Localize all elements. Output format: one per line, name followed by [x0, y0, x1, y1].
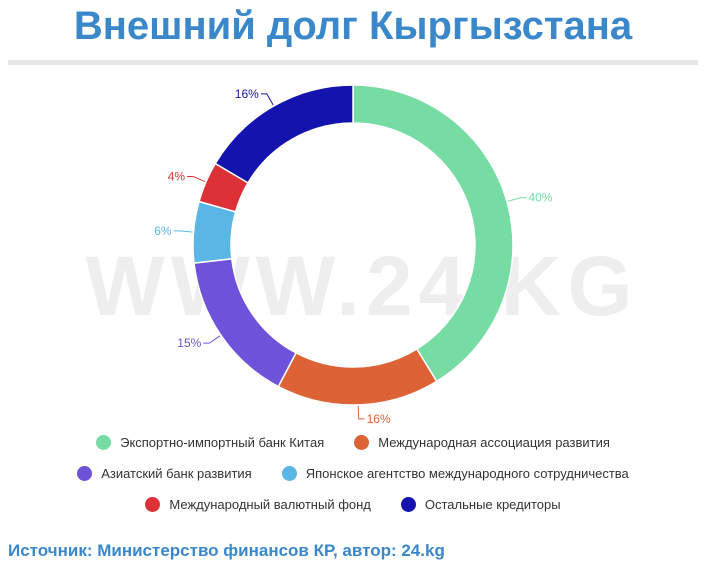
data-label-jica: 6%: [154, 224, 172, 238]
slice-exim-china[interactable]: [352, 84, 514, 383]
legend-label-imf: Международный валютный фонд: [169, 497, 371, 512]
data-label-ida: 16%: [367, 412, 391, 426]
legend-item-exim-china[interactable]: Экспортно-импортный банк Китая: [96, 435, 324, 450]
legend-item-ida[interactable]: Международная ассоциация развития: [354, 435, 610, 450]
chart-title: Внешний долг Кыргызстана: [73, 4, 633, 48]
leader-line-other: [260, 93, 274, 106]
data-label-adb: 15%: [177, 336, 201, 350]
leader-line-ida: [357, 405, 365, 420]
slice-other[interactable]: [214, 84, 354, 184]
slice-adb[interactable]: [193, 257, 298, 388]
legend-item-jica[interactable]: Японское агентство международного сотруд…: [281, 466, 629, 481]
legend-label-adb: Азиатский банк развития: [101, 466, 252, 481]
leader-line-imf: [187, 175, 206, 183]
legend-item-adb[interactable]: Азиатский банк развития: [77, 466, 252, 481]
legend-row-2: Азиатский банк развития Японское агентст…: [0, 466, 706, 481]
legend-swatch-other: [400, 497, 416, 512]
watermark: WWW.24.KG: [85, 239, 639, 333]
legend-item-imf[interactable]: Международный валютный фонд: [145, 497, 371, 512]
legend-label-other: Остальные кредиторы: [424, 497, 561, 512]
legend-label-exim-china: Экспортно-импортный банк Китая: [120, 435, 325, 450]
leader-line-exim-china: [507, 197, 527, 202]
legend-swatch-exim-china: [96, 435, 112, 450]
slice-ida[interactable]: [277, 347, 438, 406]
donut-chart: 40% 16% 15% 6% 4% 16%: [154, 84, 553, 426]
legend-label-jica: Японское агентство международного сотруд…: [305, 466, 629, 481]
leader-line-jica: [173, 230, 193, 233]
legend-row-1: Экспортно-импортный банк Китая Междунаро…: [0, 435, 706, 450]
legend-swatch-imf: [145, 497, 161, 512]
legend-swatch-ida: [354, 435, 370, 450]
leader-line-adb: [203, 335, 221, 344]
data-label-imf: 4%: [168, 169, 186, 183]
legend-swatch-jica: [281, 466, 297, 481]
data-label-exim-china: 40%: [528, 191, 552, 205]
legend-item-other[interactable]: Остальные кредиторы: [400, 497, 561, 512]
legend-label-ida: Международная ассоциация развития: [378, 435, 610, 450]
legend-row-3: Международный валютный фонд Остальные кр…: [0, 497, 706, 512]
data-label-other: 16%: [235, 87, 259, 101]
source-note: Источник: Министерство финансов КР, авто…: [8, 541, 445, 560]
title-divider: [8, 60, 698, 65]
legend-swatch-adb: [77, 466, 93, 481]
